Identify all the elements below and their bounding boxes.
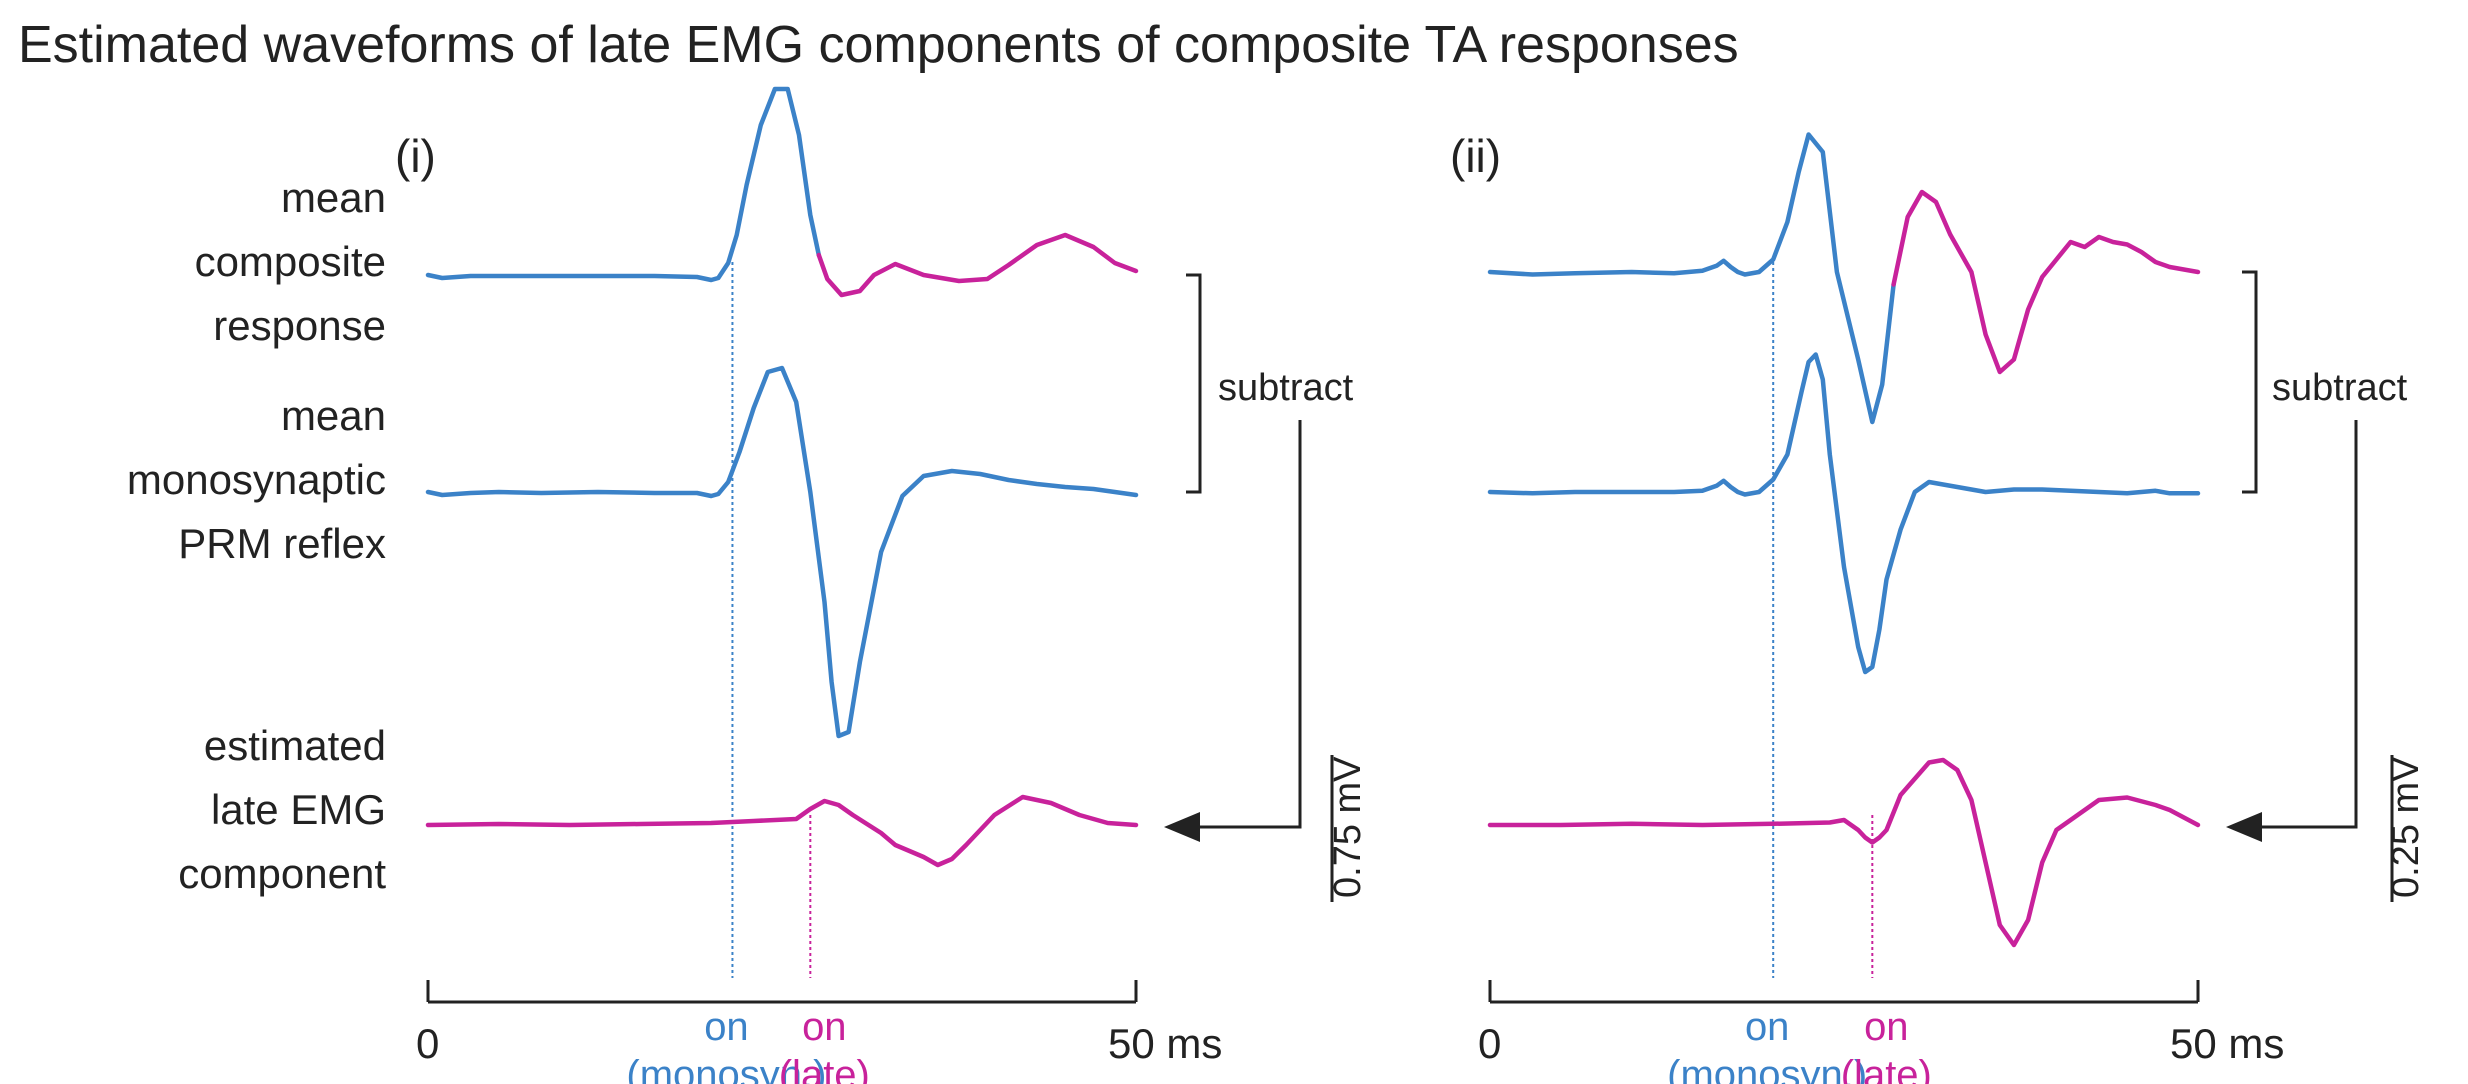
onset-late-sublabel-ii: (late) [1841,1053,1932,1084]
subtract-arrow-line-ii [2258,420,2358,829]
onset-late-label-ii: on [1864,1005,1909,1049]
row-label-mono-2: monosynaptic [127,456,386,503]
mean-composite-response-trace-ii-late [1891,189,2201,375]
row-label-mono-3: PRM reflex [178,520,386,567]
row-label-mono-1: mean [281,392,386,439]
onset-late-label-i: on [802,1005,847,1049]
subtract-arrow-line-i [1196,420,1302,829]
estimated-late-emg-component-trace-i [425,794,1139,868]
onset-monosyn-sublabel-i: (monosyn.) [626,1053,826,1084]
x-start-label-ii: 0 [1478,1020,1501,1067]
row-label-composite-3: response [213,302,386,349]
onset-monosyn-label-i: on [704,1005,749,1049]
row-label-late-2: late EMG [211,786,386,833]
row-label-late-1: estimated [204,722,386,769]
subtract-bracket-ii [2242,270,2258,494]
onset-monosyn-sublabel-ii: (monosyn.) [1667,1053,1867,1084]
onset-late-sublabel-i: (late) [779,1053,870,1084]
subtract-label-i: subtract [1218,367,1354,409]
scale-bar-label-i: 0.75 mV [1327,756,1369,898]
subtract-label-ii: subtract [2272,367,2408,409]
subtract-arrow-head-ii [2226,812,2262,842]
mean-monosynaptic-prm-reflex-trace-i [425,365,1139,739]
row-label-late-3: component [178,850,386,897]
x-end-label-ii: 50 ms [2170,1020,2284,1067]
mean-composite-response-trace-i-early [425,86,822,283]
subtract-bracket-i [1186,273,1202,494]
row-label-composite-1: mean [281,174,386,221]
mean-composite-response-trace-ii-early [1487,132,1896,425]
subtract-arrow-head-i [1164,812,1200,842]
chart-title: Estimated waveforms of late EMG componen… [18,16,1739,74]
x-start-label-i: 0 [416,1020,439,1067]
mean-monosynaptic-prm-reflex-trace-ii [1487,352,2201,675]
onset-monosyn-label-ii: on [1745,1005,1790,1049]
panel-label-ii: (ii) [1450,130,1501,182]
mean-composite-response-trace-i-late [816,232,1139,298]
estimated-late-emg-component-trace-ii [1487,757,2201,948]
x-end-label-i: 50 ms [1108,1020,1222,1067]
row-label-composite-2: composite [195,238,386,285]
panel-label-i: (i) [395,130,436,182]
